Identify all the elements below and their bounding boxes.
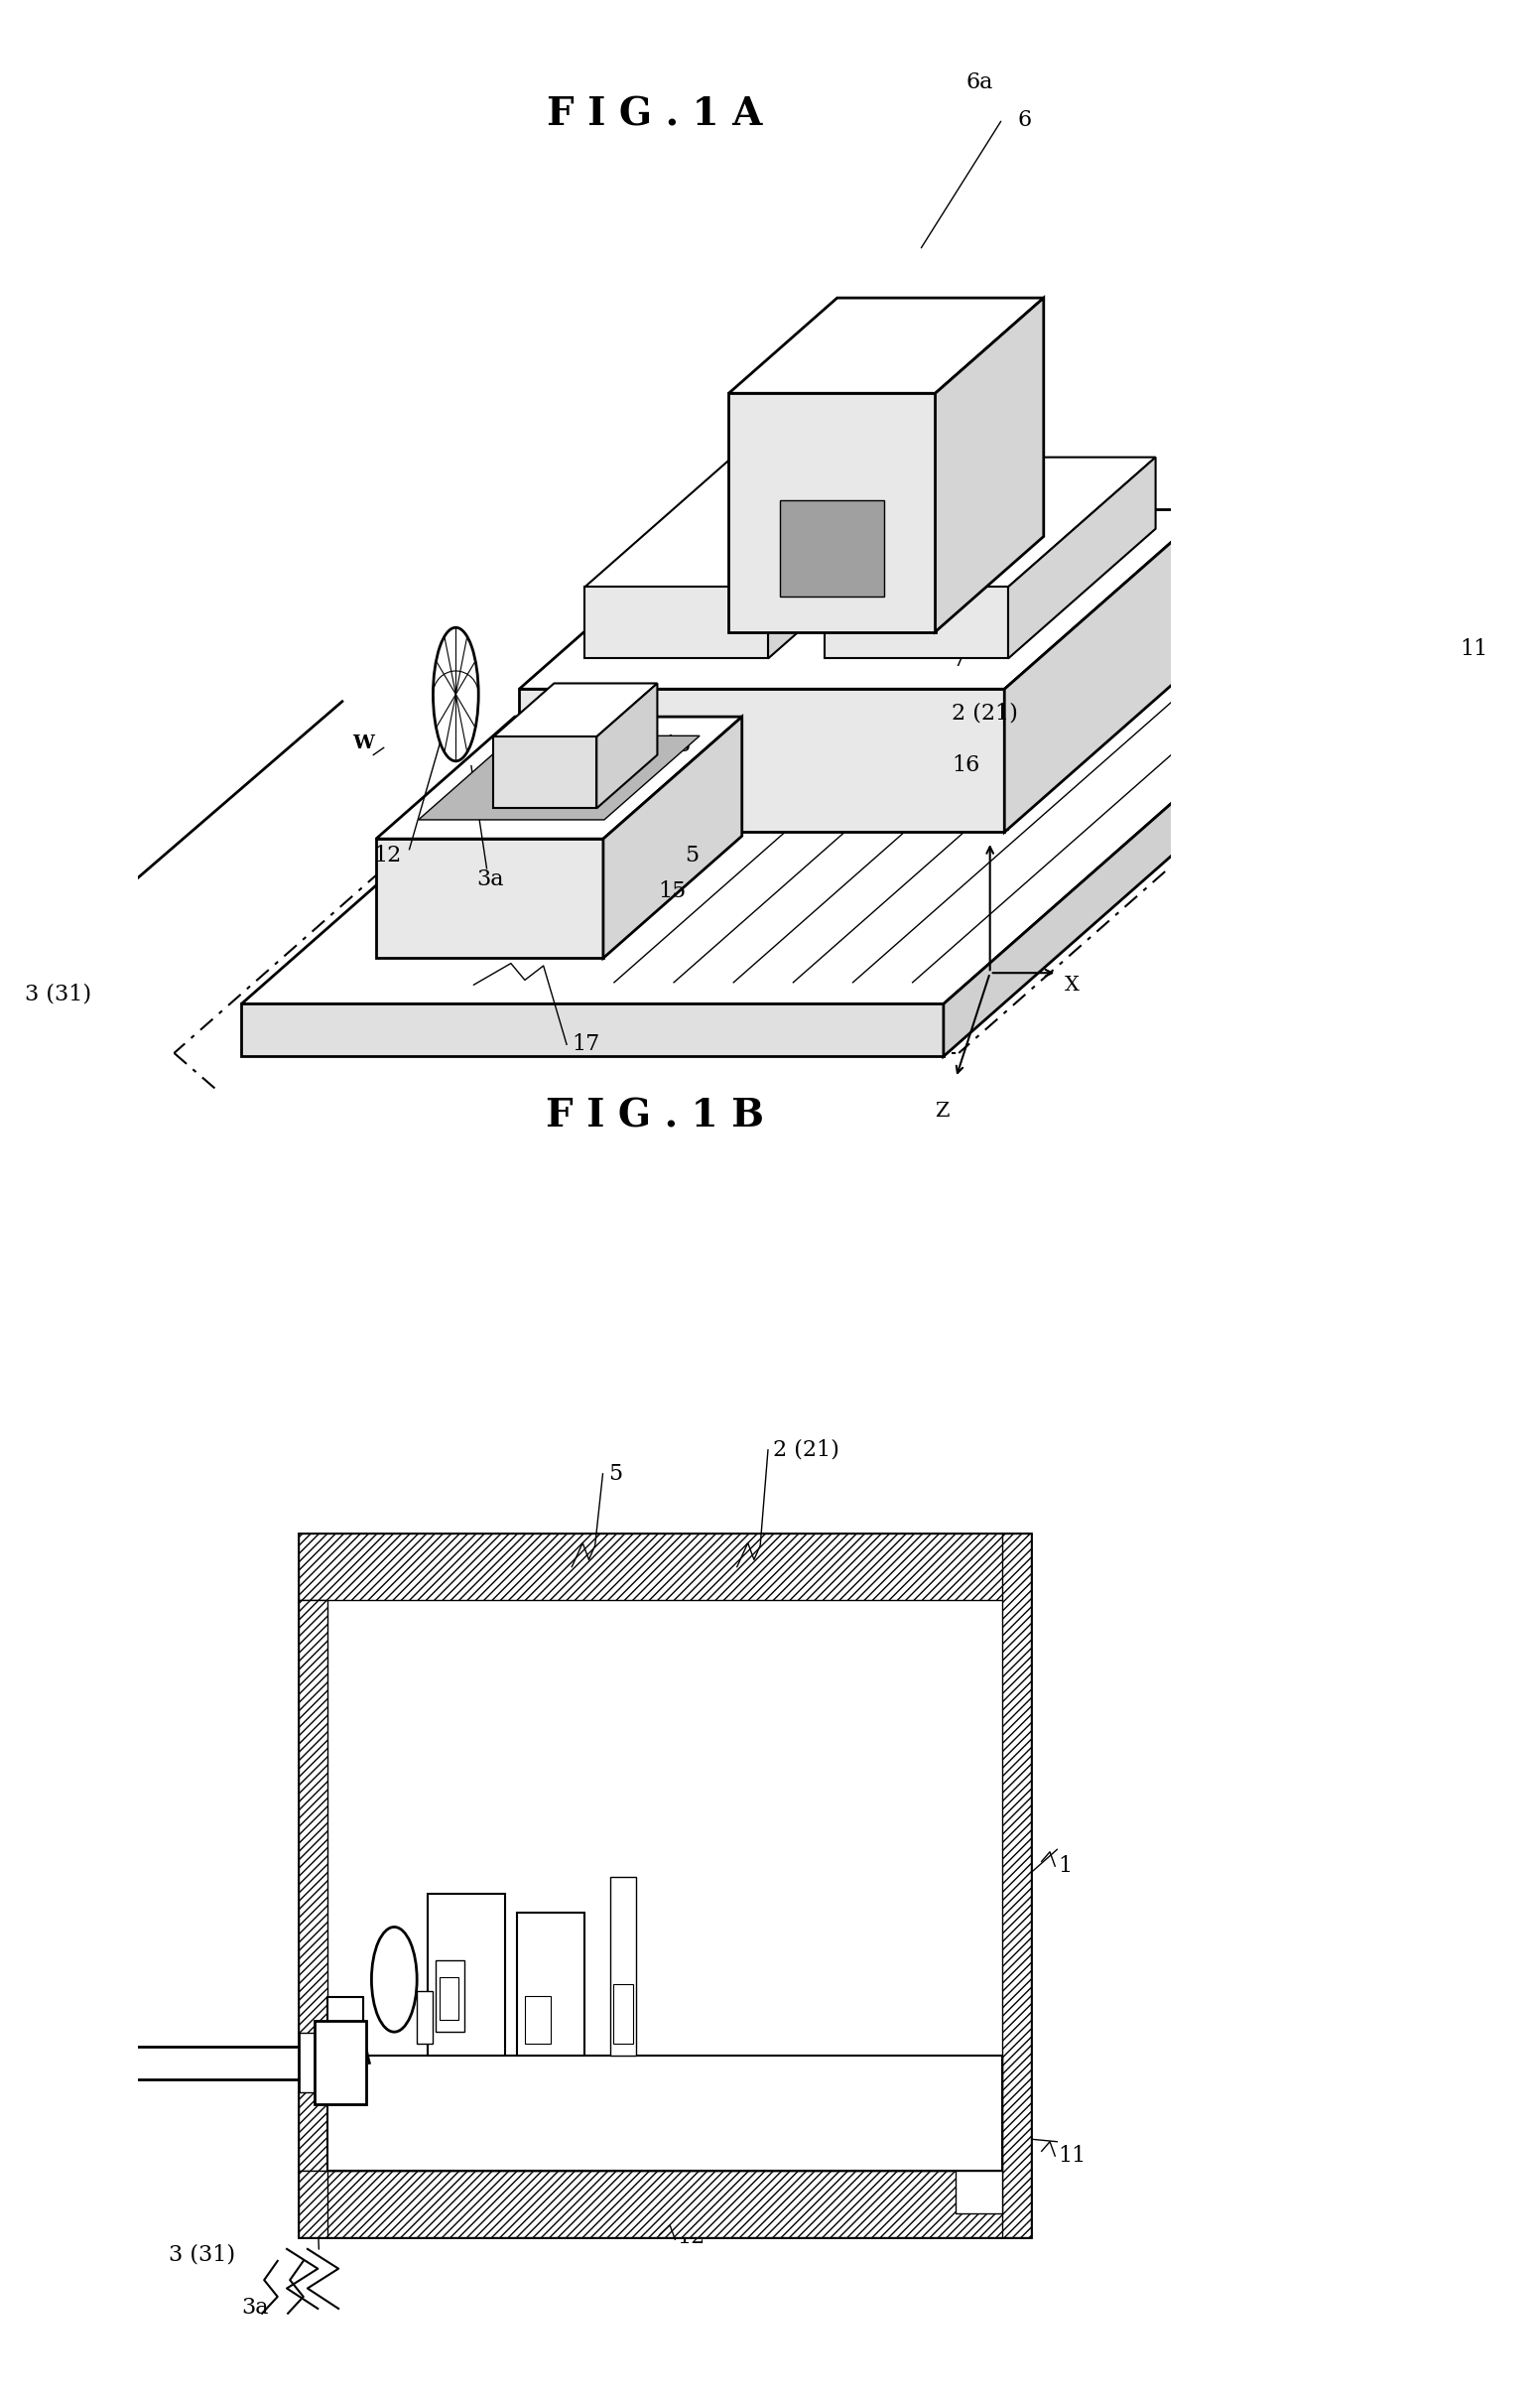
Bar <box>417 1991 433 2044</box>
Text: F I G . 1 A: F I G . 1 A <box>547 96 762 132</box>
Text: 16: 16 <box>952 753 979 777</box>
Text: 2 (21): 2 (21) <box>952 703 1018 724</box>
Bar <box>299 2092 326 2171</box>
Text: 6: 6 <box>1018 110 1032 132</box>
Text: Z: Z <box>935 1101 950 1120</box>
Text: 11: 11 <box>1058 2145 1086 2166</box>
Text: 3 (31): 3 (31) <box>169 2243 236 2267</box>
Polygon shape <box>493 736 596 808</box>
Polygon shape <box>944 621 1377 1056</box>
Bar <box>439 1977 459 2020</box>
Bar <box>1003 1533 1032 2238</box>
Polygon shape <box>519 509 1209 689</box>
Text: X: X <box>1064 976 1080 993</box>
Bar <box>299 2171 326 2238</box>
Bar <box>427 1893 505 2056</box>
Text: 12: 12 <box>678 2226 705 2248</box>
Text: 3a: 3a <box>476 868 504 890</box>
Polygon shape <box>1009 458 1155 660</box>
Bar <box>314 2022 367 2104</box>
Polygon shape <box>493 684 658 736</box>
Bar <box>299 2171 1032 2238</box>
Text: 1: 1 <box>952 595 966 617</box>
Bar <box>299 1533 1032 1600</box>
Text: 5: 5 <box>684 844 698 866</box>
Text: 13: 13 <box>664 734 691 756</box>
Polygon shape <box>596 684 658 808</box>
Text: 12: 12 <box>373 844 402 866</box>
Polygon shape <box>519 689 1004 832</box>
Bar <box>326 2056 1003 2171</box>
Polygon shape <box>419 736 699 820</box>
Polygon shape <box>604 717 742 957</box>
Bar <box>613 1984 633 2044</box>
Text: 1: 1 <box>1058 1854 1072 1876</box>
Text: 6a: 6a <box>966 72 993 94</box>
Polygon shape <box>728 297 1044 393</box>
Bar <box>326 1998 363 2032</box>
Polygon shape <box>768 458 916 660</box>
Polygon shape <box>585 458 916 588</box>
Text: L: L <box>528 760 542 780</box>
Polygon shape <box>376 717 742 840</box>
Polygon shape <box>585 588 768 660</box>
Text: 11: 11 <box>1460 638 1488 660</box>
Bar <box>314 2022 367 2104</box>
Polygon shape <box>242 621 1377 1003</box>
Ellipse shape <box>433 629 479 760</box>
Bar <box>299 1533 1032 2238</box>
Polygon shape <box>1004 509 1209 832</box>
Text: 3a: 3a <box>242 2296 268 2317</box>
Polygon shape <box>242 1003 944 1056</box>
Text: Z: Z <box>678 609 691 629</box>
Polygon shape <box>825 588 1009 660</box>
Polygon shape <box>781 501 884 595</box>
Text: 7: 7 <box>952 650 966 672</box>
Bar <box>525 1996 551 2044</box>
Text: 2 (21): 2 (21) <box>773 1439 839 1461</box>
Text: W: W <box>353 734 374 751</box>
Bar <box>436 1960 465 2032</box>
Bar <box>956 2171 1003 2214</box>
Text: 5: 5 <box>608 1463 622 1485</box>
Polygon shape <box>935 297 1044 631</box>
Text: 3 (31): 3 (31) <box>25 984 91 1005</box>
Circle shape <box>371 1926 417 2032</box>
Bar <box>326 1998 363 2032</box>
Text: 17: 17 <box>571 1034 601 1056</box>
Polygon shape <box>376 840 604 957</box>
Text: F I G . 1 B: F I G . 1 B <box>545 1096 764 1135</box>
Text: 15: 15 <box>658 880 687 902</box>
Text: Y: Y <box>998 816 1012 835</box>
Polygon shape <box>825 458 1155 588</box>
Bar <box>326 2056 1003 2171</box>
Polygon shape <box>728 393 935 631</box>
Bar <box>299 1600 326 2032</box>
Bar <box>517 1912 584 2056</box>
Bar <box>610 1876 636 2056</box>
